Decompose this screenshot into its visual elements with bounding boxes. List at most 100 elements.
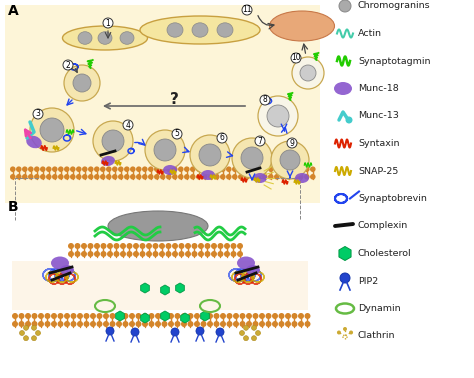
- Circle shape: [45, 313, 51, 319]
- Circle shape: [124, 166, 129, 172]
- Circle shape: [268, 166, 273, 172]
- Circle shape: [233, 313, 239, 319]
- Circle shape: [136, 321, 142, 327]
- Text: Munc-18: Munc-18: [358, 84, 399, 93]
- Circle shape: [31, 313, 37, 319]
- Circle shape: [260, 95, 270, 105]
- Circle shape: [74, 251, 81, 257]
- Bar: [5, 203, 320, 373]
- Circle shape: [207, 313, 213, 319]
- Circle shape: [259, 313, 265, 319]
- Circle shape: [172, 129, 182, 139]
- Ellipse shape: [167, 23, 183, 37]
- Circle shape: [250, 166, 255, 172]
- Circle shape: [285, 321, 291, 327]
- Circle shape: [155, 321, 161, 327]
- Circle shape: [24, 336, 28, 341]
- Ellipse shape: [295, 173, 309, 183]
- Circle shape: [194, 321, 200, 327]
- Circle shape: [25, 321, 31, 327]
- Circle shape: [292, 174, 298, 180]
- Circle shape: [172, 251, 178, 257]
- Circle shape: [38, 313, 44, 319]
- Circle shape: [70, 166, 75, 172]
- Circle shape: [244, 166, 250, 172]
- Circle shape: [64, 65, 100, 101]
- Circle shape: [265, 313, 272, 319]
- Circle shape: [30, 108, 74, 152]
- Circle shape: [218, 243, 224, 249]
- Circle shape: [64, 174, 70, 180]
- Circle shape: [255, 136, 265, 146]
- Ellipse shape: [78, 32, 92, 44]
- Circle shape: [51, 313, 57, 319]
- Circle shape: [246, 313, 252, 319]
- Circle shape: [159, 251, 165, 257]
- Ellipse shape: [163, 165, 177, 175]
- Circle shape: [133, 251, 139, 257]
- Circle shape: [18, 313, 25, 319]
- Ellipse shape: [26, 136, 42, 148]
- Circle shape: [94, 166, 100, 172]
- Circle shape: [253, 313, 258, 319]
- Circle shape: [74, 243, 81, 249]
- Circle shape: [97, 313, 102, 319]
- Text: 4: 4: [126, 121, 130, 130]
- Circle shape: [227, 321, 233, 327]
- Circle shape: [202, 174, 208, 180]
- Circle shape: [112, 174, 118, 180]
- Circle shape: [216, 328, 224, 336]
- Circle shape: [36, 330, 40, 336]
- Circle shape: [31, 336, 36, 341]
- Circle shape: [172, 166, 178, 172]
- Circle shape: [124, 174, 129, 180]
- Circle shape: [129, 321, 135, 327]
- Ellipse shape: [60, 265, 74, 275]
- Ellipse shape: [140, 16, 260, 44]
- Circle shape: [220, 166, 226, 172]
- Circle shape: [244, 325, 248, 330]
- Circle shape: [103, 313, 109, 319]
- Text: Cholesterol: Cholesterol: [358, 249, 411, 258]
- Circle shape: [241, 147, 263, 169]
- Circle shape: [196, 327, 204, 335]
- Circle shape: [213, 313, 219, 319]
- Circle shape: [139, 243, 146, 249]
- Circle shape: [291, 53, 301, 63]
- Circle shape: [252, 325, 256, 330]
- Text: ?: ?: [170, 93, 178, 107]
- Circle shape: [64, 313, 70, 319]
- Circle shape: [349, 330, 353, 335]
- Circle shape: [127, 243, 133, 249]
- Text: Clathrin: Clathrin: [358, 332, 395, 341]
- Ellipse shape: [246, 265, 260, 275]
- Circle shape: [178, 174, 183, 180]
- Circle shape: [224, 251, 230, 257]
- Circle shape: [136, 166, 142, 172]
- Circle shape: [337, 330, 341, 335]
- Circle shape: [230, 243, 237, 249]
- Ellipse shape: [217, 23, 233, 37]
- Circle shape: [57, 313, 64, 319]
- Circle shape: [136, 313, 142, 319]
- Circle shape: [113, 243, 119, 249]
- Ellipse shape: [192, 23, 208, 37]
- Circle shape: [343, 327, 347, 331]
- Circle shape: [232, 138, 272, 178]
- Text: 3: 3: [36, 110, 40, 118]
- Circle shape: [130, 166, 136, 172]
- Circle shape: [153, 251, 158, 257]
- Circle shape: [190, 166, 196, 172]
- Circle shape: [31, 321, 37, 327]
- Circle shape: [198, 243, 204, 249]
- Circle shape: [244, 174, 250, 180]
- Circle shape: [244, 336, 248, 341]
- Circle shape: [255, 330, 261, 336]
- Circle shape: [58, 166, 64, 172]
- Circle shape: [198, 251, 204, 257]
- Circle shape: [153, 243, 158, 249]
- Circle shape: [129, 313, 135, 319]
- Circle shape: [63, 60, 73, 70]
- Circle shape: [238, 174, 244, 180]
- Circle shape: [100, 251, 107, 257]
